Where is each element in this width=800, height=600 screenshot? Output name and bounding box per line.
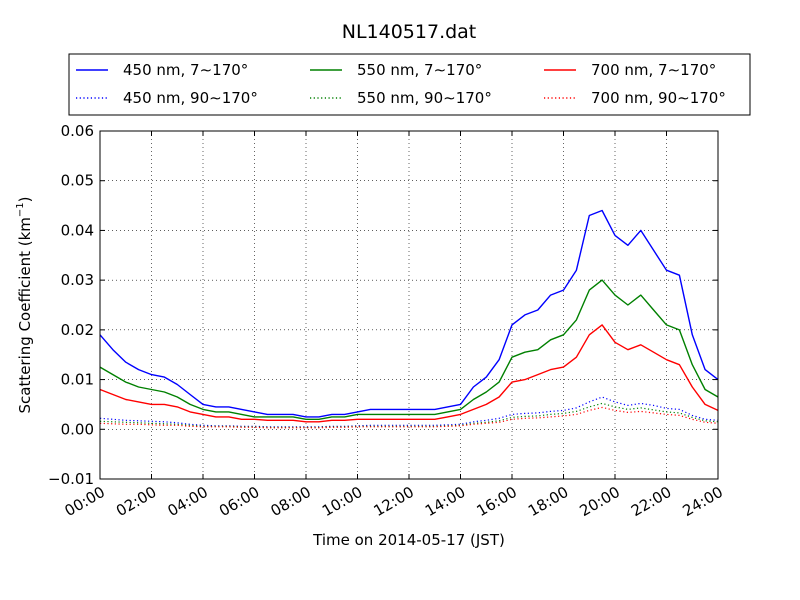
legend-label: 700 nm, 7∼170° [591,61,716,79]
series-line-1 [99,279,719,420]
series-group [99,209,719,429]
x-tick-label: 20:00 [577,483,623,520]
y-axis-label-superscript: −1 [15,202,26,217]
legend-frame [68,53,751,116]
y-tick-label: 0.03 [61,271,94,289]
legend: 450 nm, 7∼170° 550 nm, 7∼170° 700 nm, 7∼17… [68,53,751,116]
x-tick-label: 16:00 [474,483,520,520]
y-tick-label: 0.04 [61,221,94,239]
x-tick-label: 10:00 [319,483,365,520]
y-tick-label: −0.01 [48,470,94,488]
x-tick-label: 04:00 [165,483,211,520]
x-tick-label: 12:00 [371,483,417,520]
y-tick-label: 0.02 [61,321,94,339]
x-axis-label: Time on 2014-05-17 (JST) [312,531,505,549]
grid-lines [100,131,718,479]
y-axis-label: Scattering Coefficient (km−1) [15,196,34,413]
series-line-2 [99,324,719,423]
x-tick-label: 14:00 [422,483,468,520]
y-tick-label: 0.00 [61,420,94,438]
x-tick-label: 18:00 [525,483,571,520]
series-line-0 [99,209,719,418]
y-tick-label: 0.06 [61,122,94,140]
legend-label: 450 nm, 90∼170° [123,89,258,107]
legend-label: 550 nm, 90∼170° [357,89,492,107]
x-tick-label: 24:00 [680,483,726,520]
legend-items: 450 nm, 7∼170° 550 nm, 7∼170° 700 nm, 7∼17… [76,61,726,107]
x-tick-label: 02:00 [113,483,159,520]
x-tick-label: 08:00 [268,483,314,520]
y-axis-label-main: Scattering Coefficient (km [16,217,34,413]
y-tick-label: 0.01 [61,371,94,389]
plot-frame [99,130,719,480]
legend-label: 450 nm, 7∼170° [123,61,248,79]
legend-label: 700 nm, 90∼170° [591,89,726,107]
x-tick-label: 00:00 [62,483,108,520]
y-axis-label-close: ) [16,196,34,202]
legend-label: 550 nm, 7∼170° [357,61,482,79]
x-tick-label: 06:00 [216,483,262,520]
y-tick-label: 0.05 [61,172,94,190]
plot-area [100,131,718,479]
chart-title: NL140517.dat [342,21,477,43]
x-tick-label: 22:00 [628,483,674,520]
